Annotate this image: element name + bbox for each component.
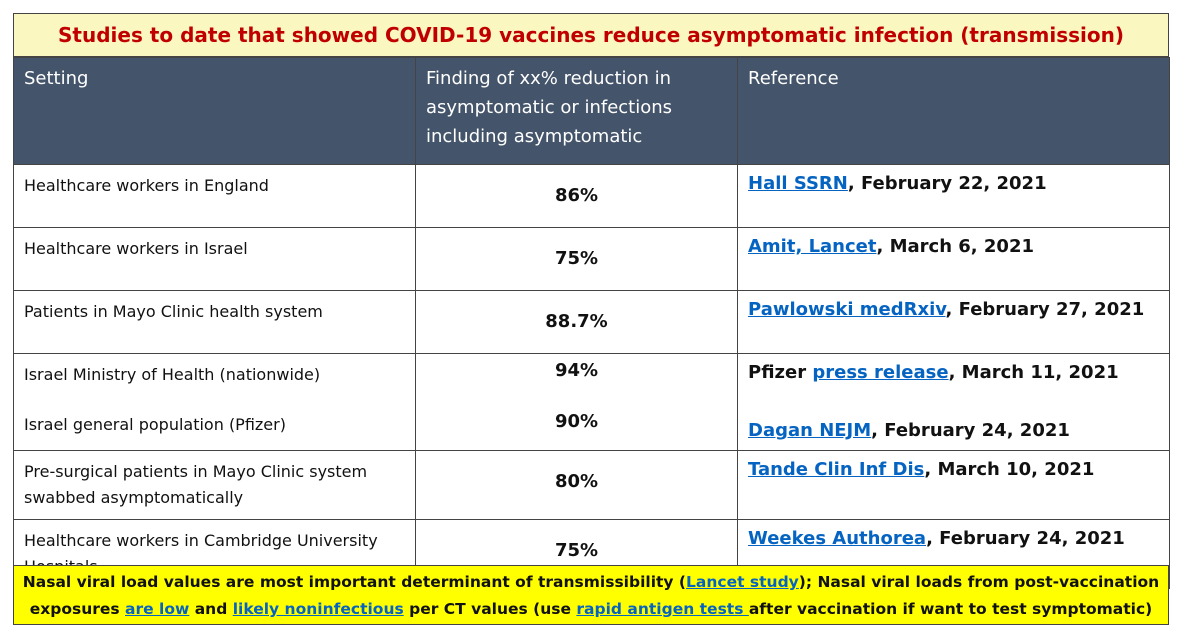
- reference-link[interactable]: Pawlowski medRxiv: [748, 299, 946, 320]
- reference-date: , March 6, 2021: [876, 236, 1035, 257]
- reference-link[interactable]: Tande Clin Inf Dis: [748, 459, 925, 480]
- reference-cell: Pawlowski medRxiv, February 27, 2021: [737, 290, 1170, 354]
- header-setting: Setting: [13, 57, 416, 165]
- finding-cell: 75%: [415, 227, 738, 291]
- setting-cell: Israel Ministry of Health (nationwide) I…: [13, 353, 416, 451]
- table-row: Healthcare workers in Israel 75% Amit, L…: [13, 227, 1170, 291]
- table-header-row: Setting Finding of xx% reduction in asym…: [13, 57, 1170, 165]
- reference-prefix: Pfizer: [748, 362, 813, 383]
- footer-text: ); Nasal viral loads from post-vaccinati…: [29, 573, 1160, 618]
- table-row: Patients in Mayo Clinic health system 88…: [13, 290, 1170, 354]
- studies-table: Setting Finding of xx% reduction in asym…: [13, 57, 1170, 589]
- table-row-israel: Israel Ministry of Health (nationwide) I…: [13, 353, 1170, 451]
- setting-text: Israel Ministry of Health (nationwide): [24, 365, 321, 384]
- reference-date: , February 24, 2021: [926, 528, 1125, 549]
- finding-cell: 86%: [415, 164, 738, 228]
- reference-link[interactable]: press release: [812, 362, 949, 383]
- footer-text: after vaccination if want to test sympto…: [748, 600, 1153, 618]
- likely-noninfectious-link[interactable]: likely noninfectious: [232, 600, 404, 618]
- are-low-link[interactable]: are low: [125, 600, 190, 618]
- reference-date: , February 24, 2021: [871, 420, 1070, 441]
- setting-cell: Patients in Mayo Clinic health system: [13, 290, 416, 354]
- reference-cell: Pfizer press release, March 11, 2021 Dag…: [737, 353, 1170, 451]
- reference-cell: Tande Clin Inf Dis, March 10, 2021: [737, 450, 1170, 520]
- reference-date: , March 11, 2021: [948, 362, 1119, 383]
- header-finding: Finding of xx% reduction in asymptomatic…: [415, 57, 738, 165]
- finding-cell: 88.7%: [415, 290, 738, 354]
- reference-cell: Amit, Lancet, March 6, 2021: [737, 227, 1170, 291]
- header-reference: Reference: [737, 57, 1170, 165]
- studies-slide: Studies to date that showed COVID-19 vac…: [13, 13, 1170, 625]
- reference-date: , March 10, 2021: [924, 459, 1095, 480]
- finding-cell: 94% 90%: [415, 353, 738, 451]
- finding-value: 75%: [554, 540, 599, 561]
- reference-date: , February 27, 2021: [945, 299, 1145, 320]
- setting-cell: Healthcare workers in Israel: [13, 227, 416, 291]
- footer-text: and: [189, 600, 233, 618]
- reference-link[interactable]: Hall SSRN: [748, 173, 848, 194]
- reference-cell: Hall SSRN, February 22, 2021: [737, 164, 1170, 228]
- reference-date: , February 22, 2021: [847, 173, 1047, 194]
- setting-cell: Healthcare workers in England: [13, 164, 416, 228]
- rapid-antigen-tests-link[interactable]: rapid antigen tests: [576, 600, 749, 618]
- lancet-study-link[interactable]: Lancet study: [686, 573, 799, 591]
- setting-cell: Pre-surgical patients in Mayo Clinic sys…: [13, 450, 416, 520]
- finding-value: 94%: [554, 360, 599, 381]
- footer-text: Nasal viral load values are most importa…: [22, 573, 687, 591]
- reference-link[interactable]: Dagan NEJM: [748, 420, 872, 441]
- finding-cell: 80%: [415, 450, 738, 520]
- table-row: Pre-surgical patients in Mayo Clinic sys…: [13, 450, 1170, 520]
- finding-value: 88.7%: [545, 311, 608, 332]
- finding-value: 90%: [554, 411, 599, 432]
- finding-value: 86%: [554, 185, 599, 206]
- finding-value: 80%: [554, 471, 599, 492]
- table-row: Healthcare workers in England 86% Hall S…: [13, 164, 1170, 228]
- page-title: Studies to date that showed COVID-19 vac…: [58, 23, 1124, 47]
- reference-link[interactable]: Amit, Lancet: [748, 236, 877, 257]
- footer-text: per CT values (use: [403, 600, 577, 618]
- finding-value: 75%: [554, 248, 599, 269]
- title-bar: Studies to date that showed COVID-19 vac…: [13, 13, 1169, 57]
- setting-text: Israel general population (Pfizer): [24, 415, 286, 434]
- footer-note: Nasal viral load values are most importa…: [13, 565, 1169, 625]
- reference-link[interactable]: Weekes Authorea: [748, 528, 927, 549]
